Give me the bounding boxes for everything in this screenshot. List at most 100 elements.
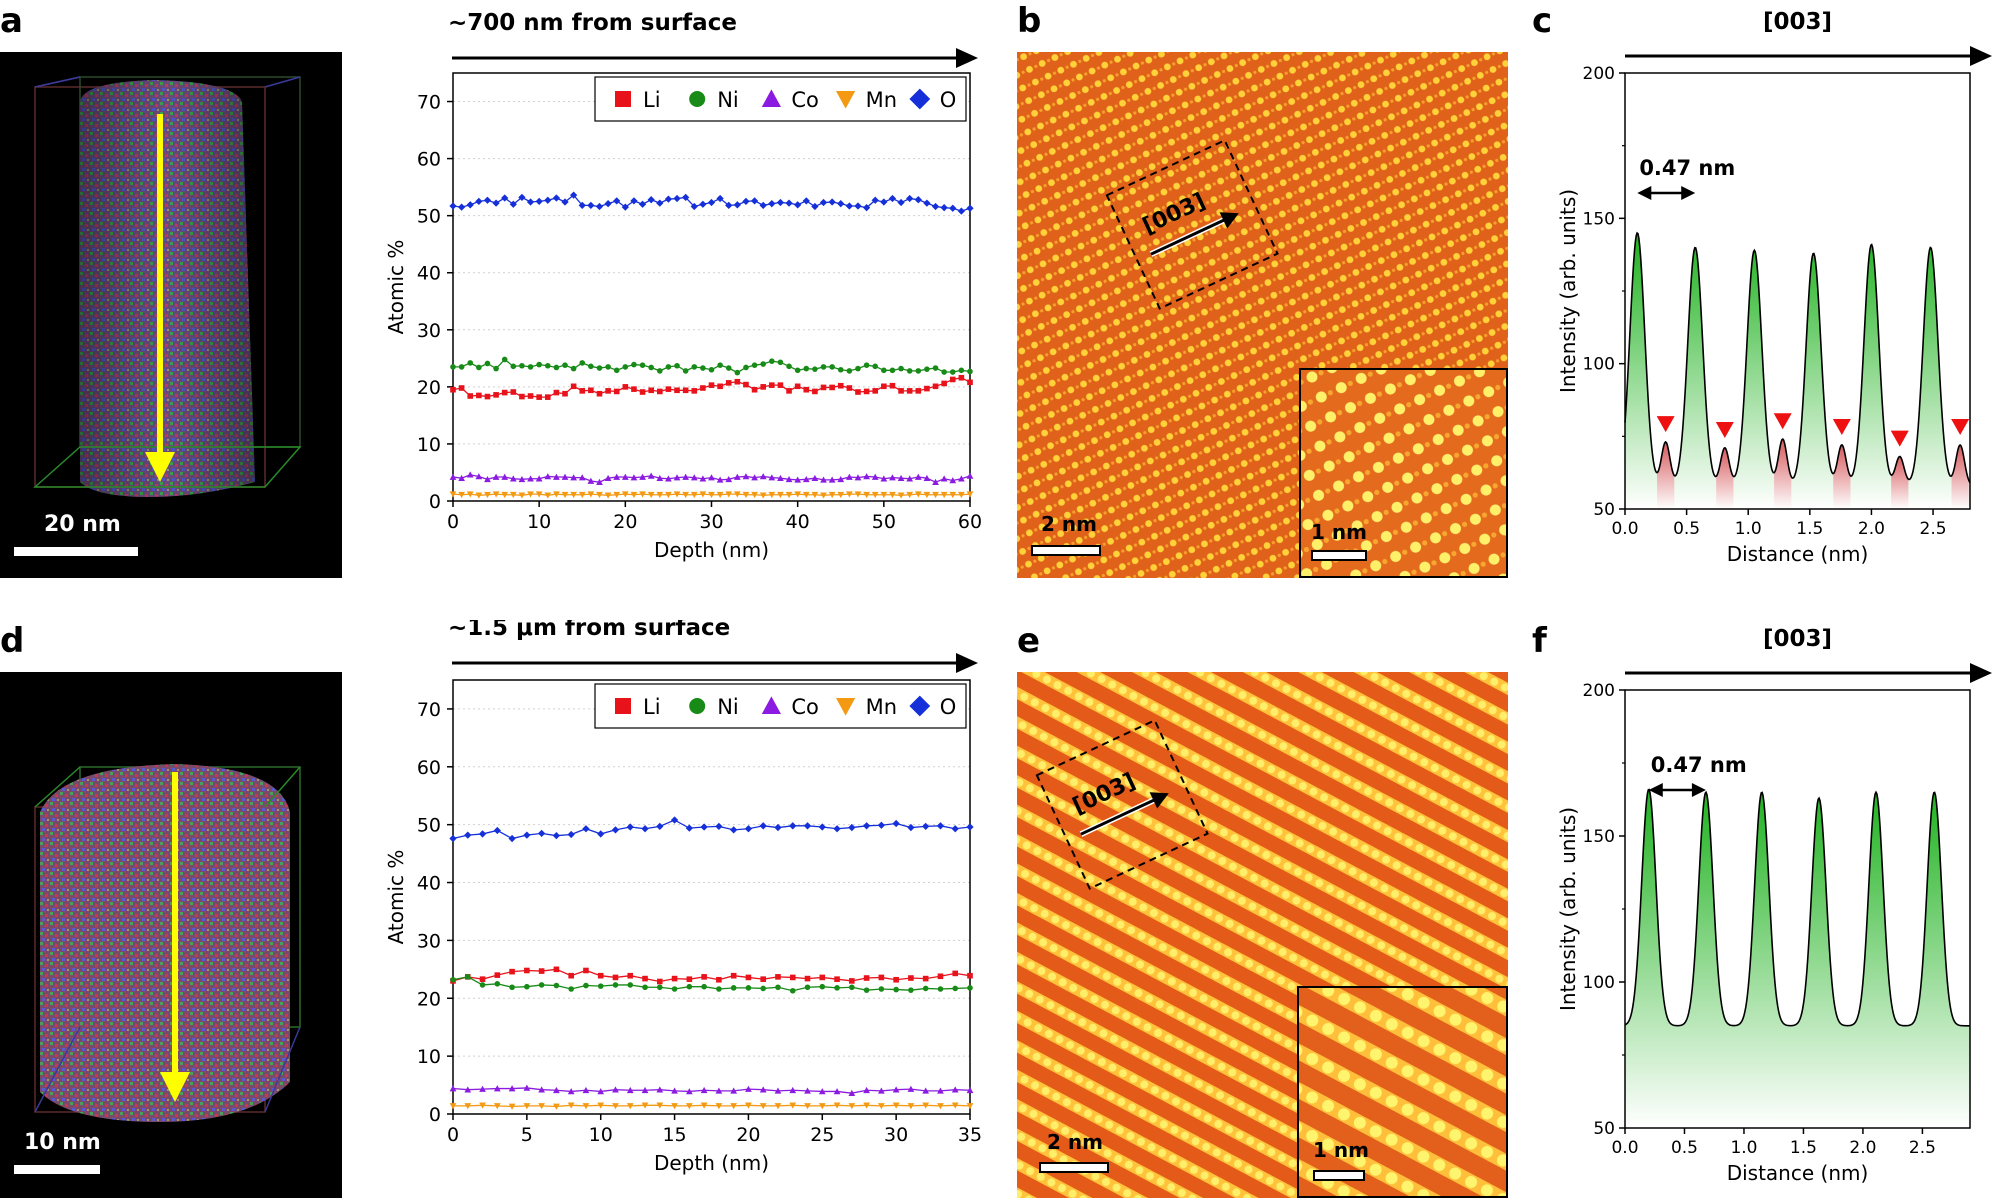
data-point-li <box>804 975 811 982</box>
data-point-li <box>700 385 706 391</box>
atomic-percent-chart-bottom: ~1.5 μm from surface 0 10 20 30 40 50 60 70 0 5 10 1… <box>384 620 982 1175</box>
inset-scale-label-e: 1 nm <box>1313 1138 1369 1162</box>
data-point-ni <box>708 366 715 373</box>
roi-arrow <box>1080 796 1159 836</box>
x-tick-label: 1.0 <box>1730 1138 1757 1158</box>
data-point-o <box>923 199 931 207</box>
data-point-o <box>578 201 586 210</box>
data-point-li <box>568 972 574 979</box>
data-point-mn <box>466 491 474 498</box>
data-point-ni <box>803 365 810 372</box>
x-axis-label: Depth (nm) <box>654 1151 769 1175</box>
data-point-co <box>774 1087 782 1094</box>
data-point-li <box>863 975 870 981</box>
stem-overlay-top: [003] <box>1105 139 1279 310</box>
data-point-ni <box>760 985 766 992</box>
y-tick-label: 10 <box>417 1046 441 1068</box>
data-point-co <box>475 473 483 480</box>
data-point-o <box>789 822 797 830</box>
data-point-ni <box>775 984 781 991</box>
data-point-li <box>819 974 826 981</box>
data-point-o <box>892 819 900 828</box>
data-point-ni <box>789 987 796 994</box>
data-point-co <box>626 1086 634 1094</box>
minor-peak-marker <box>1832 419 1851 436</box>
data-point-co <box>730 1087 738 1094</box>
x-tick-label: 30 <box>884 1124 908 1146</box>
data-point-ni <box>855 365 861 372</box>
data-point-ni <box>915 368 922 374</box>
data-point-mn <box>742 491 750 499</box>
data-point-co <box>587 477 595 484</box>
data-point-mn <box>907 1103 915 1110</box>
data-point-o <box>641 825 649 833</box>
data-point-ni <box>846 368 853 374</box>
data-point-ni <box>501 356 508 363</box>
x-tick-label: 10 <box>589 1124 613 1146</box>
data-point-ni <box>881 367 887 374</box>
data-point-co <box>951 1086 959 1093</box>
data-point-li <box>834 976 840 982</box>
minor-peak-area <box>1833 444 1851 509</box>
data-point-o <box>626 823 634 831</box>
data-point-o <box>682 193 690 202</box>
panel-label-e: e <box>1017 621 1041 661</box>
legend-marker-li <box>615 91 631 107</box>
data-point-ni <box>786 363 792 370</box>
y-tick-label: 20 <box>417 377 441 399</box>
data-point-co <box>768 474 776 481</box>
data-point-li <box>786 388 792 394</box>
data-point-mn <box>820 492 827 499</box>
data-point-mn <box>479 1102 486 1109</box>
data-point-co <box>673 474 681 481</box>
data-point-li <box>924 385 930 392</box>
data-point-co <box>518 475 526 483</box>
data-point-mn <box>656 1102 664 1109</box>
data-point-o <box>552 194 561 202</box>
data-point-li <box>881 383 887 390</box>
data-point-li <box>949 376 956 383</box>
profile-line <box>1624 788 1971 1027</box>
data-point-mn <box>966 1103 974 1110</box>
data-point-ni <box>794 367 801 374</box>
data-point-o <box>871 196 879 204</box>
data-point-co <box>863 473 870 480</box>
data-point-co <box>553 473 560 480</box>
panel-label-c: c <box>1532 1 1553 41</box>
data-point-co <box>777 474 784 481</box>
data-point-li <box>612 974 619 981</box>
legend-label-o: O <box>940 88 957 112</box>
data-point-co <box>937 1087 944 1094</box>
data-point-co <box>685 1088 693 1095</box>
data-point-co <box>785 475 793 483</box>
x-tick-label: 2.0 <box>1858 519 1885 539</box>
data-point-o <box>768 200 776 208</box>
data-point-mn <box>484 491 491 499</box>
data-point-li <box>893 976 899 983</box>
data-point-li <box>509 968 515 975</box>
data-point-li <box>631 386 637 392</box>
data-point-o <box>656 199 664 207</box>
data-point-mn <box>553 491 560 498</box>
data-point-o <box>922 822 930 831</box>
data-point-co <box>458 474 465 481</box>
data-point-o <box>449 202 457 210</box>
minor-peak-area <box>1657 441 1675 509</box>
data-point-o <box>630 197 638 205</box>
data-point-mn <box>656 491 664 499</box>
minor-peak-marker <box>1773 413 1792 430</box>
data-point-li <box>922 975 929 982</box>
data-point-o <box>587 201 595 210</box>
data-point-li <box>820 384 827 391</box>
data-point-li <box>493 392 499 398</box>
spacing-arrow-head <box>1691 783 1706 797</box>
data-point-ni <box>639 362 646 368</box>
data-point-co <box>759 473 767 480</box>
y-tick-label: 10 <box>417 434 441 456</box>
x-tick-label: 0.0 <box>1611 519 1638 539</box>
data-point-mn <box>596 491 603 499</box>
data-point-li <box>941 380 947 387</box>
data-point-ni <box>906 368 913 374</box>
y-tick-label: 60 <box>417 757 441 779</box>
x-axis-label: Depth (nm) <box>654 538 769 562</box>
